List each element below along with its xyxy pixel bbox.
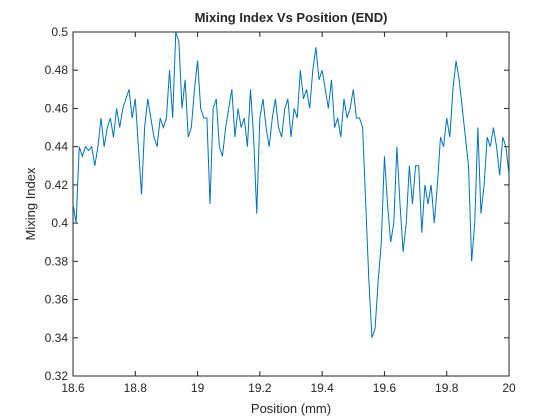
y-axis-label: Mixing Index [23,167,38,240]
x-tick-label: 19.6 [373,381,397,395]
data-line [72,31,510,338]
y-tick-label: 0.42 [45,178,69,192]
y-tick-label: 0.34 [45,331,69,345]
y-tick-label: 0.46 [45,101,69,115]
y-tick-label: 0.4 [51,216,68,230]
x-tick-label: 18.8 [124,381,148,395]
y-tick-label: 0.38 [45,254,69,268]
x-tick-label: 19.8 [435,381,459,395]
x-tick-label: 19.2 [248,381,272,395]
chart-title: Mixing Index Vs Position (END) [195,10,388,25]
x-tick-label: 20 [502,381,516,395]
x-axis-label: Position (mm) [251,401,331,416]
y-tick-label: 0.48 [45,63,69,77]
y-tick-label: 0.32 [45,369,69,383]
y-tick-label: 0.5 [51,25,68,39]
x-tick-label: 19.4 [310,381,334,395]
y-tick-label: 0.44 [45,140,69,154]
plot-area [72,31,510,377]
x-tick-label: 19 [191,381,205,395]
y-tick-label: 0.36 [45,293,69,307]
x-tick-label: 18.6 [61,381,85,395]
